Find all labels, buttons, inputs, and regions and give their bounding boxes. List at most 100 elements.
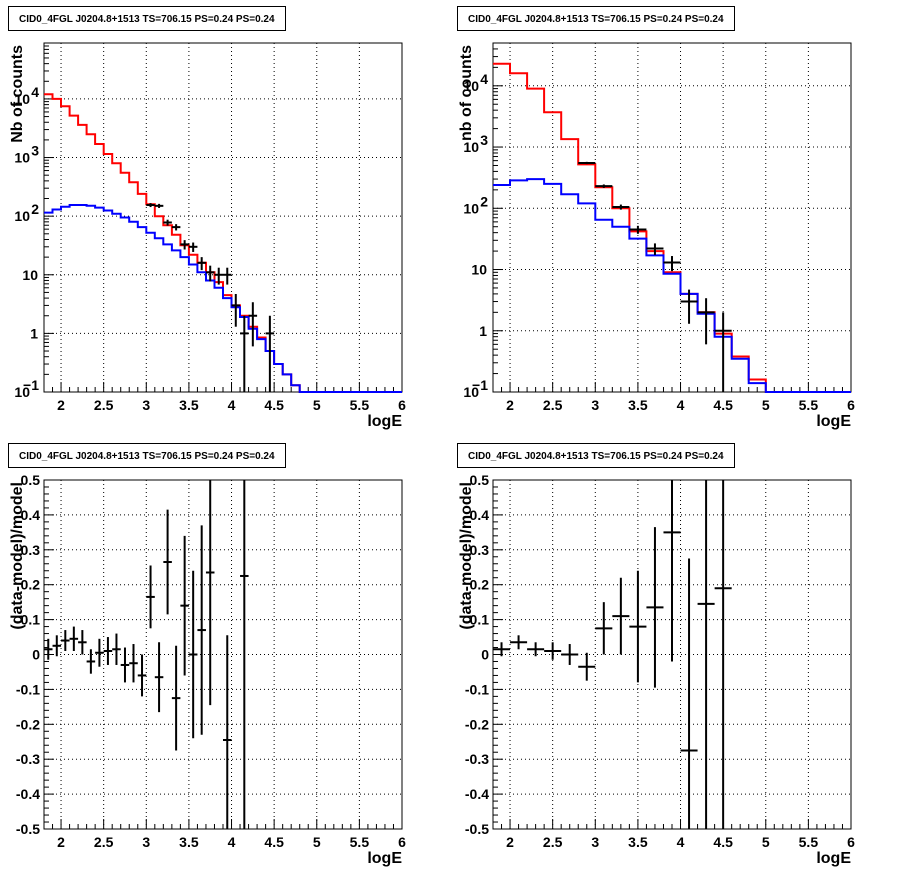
x-tick-label: 5.5 [350,397,370,413]
x-tick-label: 3 [591,397,599,413]
y-tick-label: 10 [14,91,30,107]
data-point [223,267,232,285]
x-tick-label: 5 [762,397,770,413]
data-point [52,635,62,657]
y-tick-label: 10 [463,78,479,94]
x-tick-label: 6 [847,397,855,413]
data-point [205,480,215,706]
data-point [180,535,189,676]
plot-frame [43,42,403,393]
x-axis-label: logE [816,413,851,430]
data-point [205,265,215,282]
y-tick-label-exponent: 4 [31,84,39,100]
y-tick-label-exponent: −1 [23,377,39,393]
chart-title: CID0_4FGL J0204.8+1513 TS=706.15 PS=0.24… [457,6,735,31]
x-axis-label: logE [367,413,402,430]
pad-top-left-counts: 2 2.5 3 3.5 4 4.5 5 5.5 6 10 −1 1 10 10 2 10 3 10 4 logE Nb … [0,0,449,437]
pad-bottom-left-residuals: 2 2.5 3 3.5 4 4.5 5 5.5 6 -0.5 -0.4 -0.3 -0.2 -0.1 0 0.… [0,437,449,875]
data-point [493,642,511,657]
data-point [188,242,198,252]
x-tick-label: 6 [398,397,406,413]
data-point [680,558,698,829]
data-point [544,642,562,660]
x-tick-label: 2.5 [543,834,563,850]
data-point [265,315,275,392]
data-point [146,565,155,629]
x-tick-label: 5 [313,834,321,850]
y-tick-label: 0.2 [21,577,41,593]
y-tick-label: 0.5 [21,472,41,488]
data-point [714,312,732,392]
y-axis-label: (data-model)/model [9,482,26,630]
data-point [680,289,698,324]
y-tick-label: 0.3 [470,542,490,558]
y-tick-label: 0.1 [470,612,490,628]
x-tick-label: 6 [847,834,855,850]
y-tick-label: -0.4 [465,786,489,802]
histogram-line [44,204,402,393]
data-point [69,626,79,652]
data-point [154,642,164,713]
y-tick-label: 0 [32,647,40,663]
data-point [240,480,249,829]
histogram-line [493,62,851,393]
x-tick-label: 2.5 [94,834,114,850]
x-tick-label: 5.5 [350,834,370,850]
x-tick-label: 2 [57,834,65,850]
y-tick-label-exponent: −1 [472,377,488,393]
data-point [663,256,681,272]
data-point [561,644,579,665]
y-tick-label: 10 [463,139,479,155]
data-point [646,527,664,688]
y-axis-label: Nb of counts [9,45,26,143]
y-axis-label: nb of counts [458,45,475,141]
x-tick-label: 3.5 [628,834,648,850]
y-tick-label: 10 [463,384,479,400]
data-point [663,480,681,662]
y-tick-label-exponent: 2 [31,201,39,217]
y-tick-label: 10 [471,262,487,278]
data-point [197,257,206,271]
data-point [137,654,147,697]
y-tick-label: 0.2 [470,577,490,593]
y-tick-label: 0.1 [21,612,41,628]
x-tick-label: 4.5 [713,834,733,850]
x-tick-label: 3 [142,834,150,850]
y-tick-label: 1 [30,325,38,341]
y-tick-label: -0.5 [16,821,40,837]
y-tick-label-exponent: 3 [480,132,488,148]
x-tick-label: 3 [142,397,150,413]
y-tick-label: -0.5 [465,821,489,837]
x-tick-label: 2.5 [94,397,114,413]
data-point [112,633,121,665]
y-tick-label: 0.4 [21,507,41,523]
x-tick-label: 4 [677,397,685,413]
data-point [146,203,155,208]
y-tick-label: 0.5 [470,472,490,488]
histogram-line [493,178,851,393]
data-point [240,315,249,392]
data-point [223,635,232,829]
y-tick-label: -0.1 [16,681,40,697]
x-tick-label: 6 [398,834,406,850]
x-tick-label: 3.5 [628,397,648,413]
data-point [612,204,630,210]
data-point [214,267,223,285]
histogram-line [44,93,402,393]
data-point [78,630,87,655]
y-tick-label: -0.2 [465,716,489,732]
x-tick-label: 3.5 [179,397,199,413]
data-point [197,525,206,735]
y-tick-label: 10 [14,208,30,224]
data-point [578,161,596,165]
y-tick-label-exponent: 3 [31,143,39,159]
x-tick-label: 3.5 [179,834,199,850]
chart-title: CID0_4FGL J0204.8+1513 TS=706.15 PS=0.24… [8,443,286,468]
chart-residuals-bin02: 2 2.5 3 3.5 4 4.5 5 5.5 6 -0.5 -0.4 -0.3 -0.2 -0.1 0 0.… [458,472,855,867]
data-point [629,570,647,683]
data-point [629,225,647,234]
y-tick-label-exponent: 2 [480,193,488,209]
data-point [714,480,732,829]
y-tick-label: -0.4 [16,786,40,802]
